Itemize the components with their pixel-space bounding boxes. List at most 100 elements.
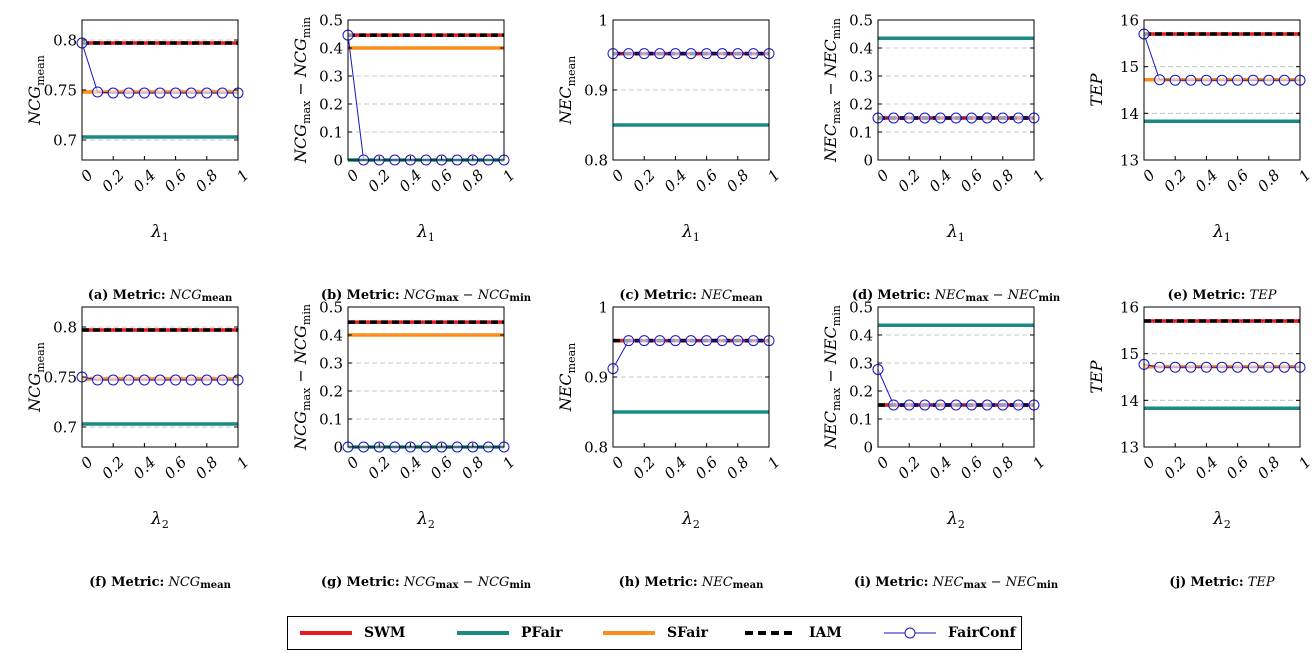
y-tick-label: 0.8 — [584, 152, 608, 170]
caption-metric-name2: NCG — [477, 575, 510, 590]
y-tick-label: 0.1 — [849, 411, 873, 429]
fairconf-point — [997, 399, 1009, 411]
y-tick-label: 0.5 — [319, 12, 343, 30]
y-tick-label: 16 — [1120, 299, 1139, 317]
x-axis-label: λ2 — [681, 509, 700, 531]
fairconf-point — [1247, 361, 1259, 373]
caption-tag: (a) — [87, 288, 109, 303]
fairconf-point — [201, 374, 213, 386]
caption-tag: (f) — [89, 575, 108, 590]
caption-tag: (d) — [851, 288, 874, 303]
fairconf-point — [170, 87, 182, 99]
caption-metric-name2: NCG — [477, 288, 510, 303]
y-tick-label: 0.4 — [319, 40, 343, 58]
caption-metric-sub: mean — [731, 293, 763, 304]
x-axis-label: λ1 — [150, 222, 169, 244]
caption-prefix: Metric: — [875, 575, 929, 590]
caption-g: (g) Metric: NCGmax − NCGmin — [320, 575, 532, 591]
caption-prefix: Metric: — [346, 575, 400, 590]
fairconf-point — [981, 112, 993, 124]
y-tick-label: 0.2 — [849, 383, 873, 401]
y-tick-label: 13 — [1120, 152, 1139, 170]
y-tick-label: 0 — [863, 439, 873, 457]
fairconf-point — [919, 399, 931, 411]
caption-metric-name: NCG — [403, 575, 436, 590]
y-tick-label: 0.5 — [319, 299, 343, 317]
axis-frame — [1143, 306, 1301, 448]
y-tick-label: 0.4 — [319, 327, 343, 345]
x-axis-label: λ2 — [1212, 509, 1231, 531]
y-axis-label: TEP — [1087, 360, 1106, 393]
caption-metric-sub: max — [435, 293, 459, 304]
y-tick-label: 0.2 — [849, 96, 873, 114]
x-tick-label: 1 — [1295, 453, 1314, 472]
fairconf-point — [107, 87, 119, 99]
caption-prefix: Metric: — [1192, 288, 1246, 303]
legend-swatch-iam — [745, 631, 797, 635]
caption-tag: (g) — [320, 575, 343, 590]
fairconf-point — [1232, 74, 1244, 86]
caption-prefix: Metric: — [643, 288, 697, 303]
x-axis-label: λ1 — [416, 222, 435, 244]
y-tick-label: 0.3 — [319, 68, 343, 86]
y-axis-label: NECmean — [556, 343, 578, 413]
fairconf-point — [170, 374, 182, 386]
fairconf-point — [623, 48, 635, 60]
caption-metric-sub: max — [435, 580, 459, 591]
x-axis-label: λ1 — [946, 222, 965, 244]
fairconf-point — [1263, 74, 1275, 86]
y-tick-label: 0.2 — [319, 383, 343, 401]
caption-prefix: Metric: — [112, 288, 166, 303]
fairconf-point — [623, 335, 635, 347]
fairconf-point — [669, 48, 681, 60]
y-axis-label: TEP — [1087, 73, 1106, 106]
fairconf-point — [981, 399, 993, 411]
caption-tag: (j) — [1169, 575, 1187, 590]
fairconf-point — [185, 87, 197, 99]
fairconf-point — [716, 335, 728, 347]
x-tick-label: 0.4 — [1192, 453, 1222, 483]
axis-frame — [347, 306, 505, 448]
legend-item-fairconf: FairConf — [882, 617, 1016, 649]
fairconf-point — [1200, 361, 1212, 373]
caption-metric-sub: mean — [201, 293, 233, 304]
fairconf-point — [216, 87, 228, 99]
x-tick-label: 0.2 — [1160, 453, 1190, 483]
fairconf-point — [92, 374, 104, 386]
fairconf-point — [732, 48, 744, 60]
caption-metric-name: NCG — [169, 288, 202, 303]
legend-item-sfair: SFair — [601, 617, 708, 649]
caption-metric-name: NEC — [934, 288, 966, 303]
y-axis-label: NCGmax − NCGmin — [291, 17, 313, 164]
fairconf-point — [1185, 361, 1197, 373]
fairconf-point — [997, 112, 1009, 124]
fairconf-point — [1154, 74, 1166, 86]
fairconf-point — [216, 374, 228, 386]
caption-prefix: Metric: — [346, 288, 400, 303]
y-tick-label: 14 — [1120, 392, 1139, 410]
y-tick-label: 0.4 — [849, 40, 873, 58]
fairconf-point — [201, 87, 213, 99]
y-tick-label: 0.8 — [53, 319, 77, 337]
legend-item-iam: IAM — [743, 617, 842, 649]
y-tick-label: 0.7 — [53, 132, 77, 150]
legend-item-pfair: PFair — [455, 617, 562, 649]
caption-metric-name: NEC — [701, 288, 732, 303]
fairconf-point — [966, 112, 978, 124]
legend-swatch-sfair — [603, 631, 655, 635]
caption-metric-sub2: min — [509, 580, 532, 591]
fairconf-point — [701, 335, 713, 347]
caption-metric-sub: max — [965, 293, 989, 304]
y-axis-label: NECmax − NECmin — [821, 305, 843, 450]
fairconf-point — [107, 374, 119, 386]
x-axis-label: λ1 — [1212, 222, 1231, 244]
fairconf-point — [638, 48, 650, 60]
y-tick-label: 0.3 — [319, 355, 343, 373]
